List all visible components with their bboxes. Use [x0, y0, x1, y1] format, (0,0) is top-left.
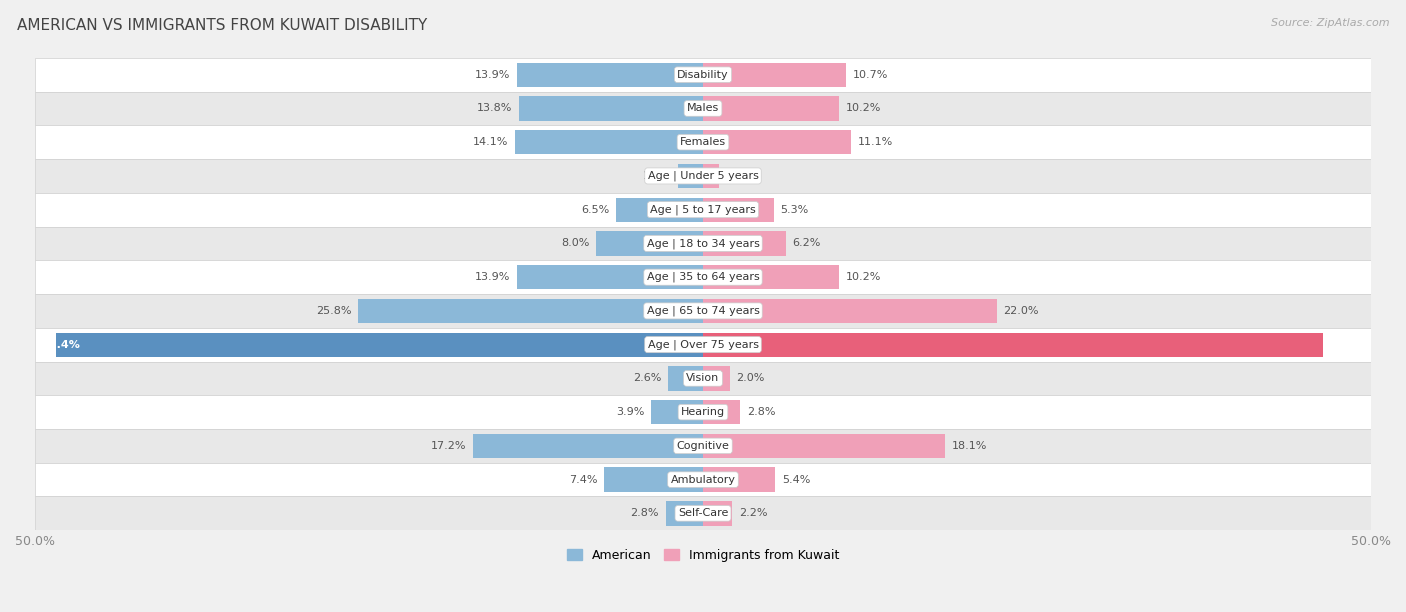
Bar: [35, 294, 1371, 328]
Bar: [703, 231, 786, 256]
Bar: [35, 159, 1371, 193]
Text: 13.9%: 13.9%: [475, 70, 510, 80]
Text: 46.4%: 46.4%: [1326, 340, 1364, 349]
Bar: [668, 366, 703, 390]
Text: 11.1%: 11.1%: [858, 137, 893, 147]
Text: 2.8%: 2.8%: [630, 509, 659, 518]
Bar: [703, 400, 741, 424]
Text: 10.2%: 10.2%: [846, 103, 882, 113]
Text: 2.8%: 2.8%: [747, 407, 776, 417]
Text: Hearing: Hearing: [681, 407, 725, 417]
Text: Source: ZipAtlas.com: Source: ZipAtlas.com: [1271, 18, 1389, 28]
Text: 2.2%: 2.2%: [740, 509, 768, 518]
Bar: [703, 62, 846, 87]
Text: 13.9%: 13.9%: [475, 272, 510, 282]
Text: Females: Females: [681, 137, 725, 147]
Text: Age | Under 5 years: Age | Under 5 years: [648, 171, 758, 181]
Bar: [703, 501, 733, 526]
Text: 13.8%: 13.8%: [477, 103, 512, 113]
Bar: [703, 130, 851, 154]
Text: Age | 18 to 34 years: Age | 18 to 34 years: [647, 238, 759, 248]
Text: Age | 65 to 74 years: Age | 65 to 74 years: [647, 305, 759, 316]
Bar: [35, 125, 1371, 159]
Text: Age | Over 75 years: Age | Over 75 years: [648, 340, 758, 350]
Text: AMERICAN VS IMMIGRANTS FROM KUWAIT DISABILITY: AMERICAN VS IMMIGRANTS FROM KUWAIT DISAB…: [17, 18, 427, 34]
Text: Males: Males: [688, 103, 718, 113]
Bar: [35, 463, 1371, 496]
Text: Ambulatory: Ambulatory: [671, 475, 735, 485]
Text: 3.9%: 3.9%: [616, 407, 644, 417]
Bar: [35, 260, 1371, 294]
Bar: [703, 164, 718, 188]
Bar: [605, 468, 703, 492]
Bar: [519, 96, 703, 121]
Bar: [35, 193, 1371, 226]
Text: 1.2%: 1.2%: [725, 171, 754, 181]
Text: 14.1%: 14.1%: [472, 137, 508, 147]
Bar: [35, 92, 1371, 125]
Text: Age | 35 to 64 years: Age | 35 to 64 years: [647, 272, 759, 282]
Text: Self-Care: Self-Care: [678, 509, 728, 518]
Bar: [35, 226, 1371, 260]
Bar: [515, 130, 703, 154]
Bar: [35, 429, 1371, 463]
Bar: [703, 366, 730, 390]
Text: 17.2%: 17.2%: [432, 441, 467, 451]
Bar: [35, 496, 1371, 530]
Text: 10.2%: 10.2%: [846, 272, 882, 282]
Text: 5.4%: 5.4%: [782, 475, 810, 485]
Bar: [703, 265, 839, 289]
Bar: [35, 58, 1371, 92]
Bar: [35, 328, 1371, 362]
Text: 5.3%: 5.3%: [780, 204, 808, 215]
Text: 18.1%: 18.1%: [952, 441, 987, 451]
Bar: [651, 400, 703, 424]
Text: 1.9%: 1.9%: [643, 171, 671, 181]
Text: Vision: Vision: [686, 373, 720, 383]
Bar: [703, 468, 775, 492]
Text: Age | 5 to 17 years: Age | 5 to 17 years: [650, 204, 756, 215]
Bar: [665, 501, 703, 526]
Bar: [703, 198, 773, 222]
Bar: [703, 96, 839, 121]
Text: 6.2%: 6.2%: [793, 239, 821, 248]
Bar: [678, 164, 703, 188]
Legend: American, Immigrants from Kuwait: American, Immigrants from Kuwait: [562, 543, 844, 567]
Text: Disability: Disability: [678, 70, 728, 80]
Bar: [517, 62, 703, 87]
Bar: [517, 265, 703, 289]
Bar: [474, 434, 703, 458]
Text: 10.7%: 10.7%: [852, 70, 889, 80]
Text: 22.0%: 22.0%: [1004, 306, 1039, 316]
Bar: [56, 332, 703, 357]
Text: 8.0%: 8.0%: [561, 239, 589, 248]
Text: 25.8%: 25.8%: [316, 306, 352, 316]
Bar: [616, 198, 703, 222]
Text: 7.4%: 7.4%: [569, 475, 598, 485]
Text: 48.4%: 48.4%: [42, 340, 80, 349]
Bar: [359, 299, 703, 323]
Bar: [35, 362, 1371, 395]
Text: 6.5%: 6.5%: [581, 204, 609, 215]
Bar: [35, 395, 1371, 429]
Text: Cognitive: Cognitive: [676, 441, 730, 451]
Text: 2.0%: 2.0%: [737, 373, 765, 383]
Bar: [703, 299, 997, 323]
Bar: [703, 434, 945, 458]
Bar: [703, 332, 1323, 357]
Text: 2.6%: 2.6%: [633, 373, 662, 383]
Bar: [596, 231, 703, 256]
